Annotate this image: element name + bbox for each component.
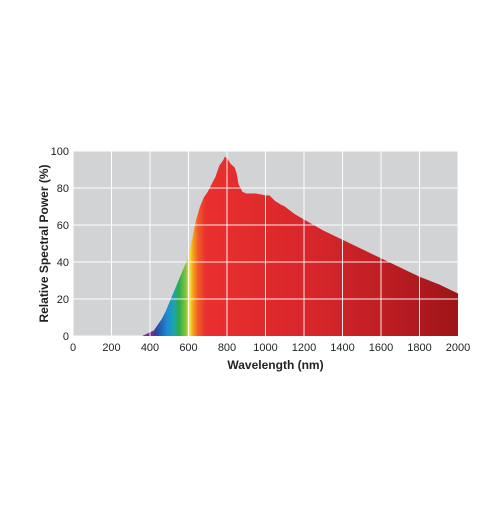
x-tick-label-200: 200 <box>102 342 120 354</box>
x-tick-label-1200: 1200 <box>292 342 316 354</box>
x-tick-label-400: 400 <box>141 342 159 354</box>
y-tick-label-40: 40 <box>57 257 69 269</box>
spectrum-area-0 <box>142 156 459 336</box>
y-axis-title: Relative Spectral Power (%) <box>37 164 51 322</box>
x-tick-label-800: 800 <box>218 342 236 354</box>
y-tick-label-60: 60 <box>57 220 69 232</box>
y-tick-label-0: 0 <box>63 331 69 343</box>
y-tick-label-80: 80 <box>57 183 69 195</box>
x-tick-label-0: 0 <box>70 342 76 354</box>
x-tick-label-1600: 1600 <box>369 342 393 354</box>
x-tick-label-1800: 1800 <box>407 342 431 354</box>
x-tick-label-1400: 1400 <box>330 342 354 354</box>
x-axis-title: Wavelength (nm) <box>227 358 323 372</box>
x-tick-label-600: 600 <box>179 342 197 354</box>
y-tick-label-100: 100 <box>51 146 69 158</box>
x-tick-label-1000: 1000 <box>253 342 277 354</box>
x-tick-label-2000: 2000 <box>446 342 470 354</box>
y-tick-label-20: 20 <box>57 294 69 306</box>
